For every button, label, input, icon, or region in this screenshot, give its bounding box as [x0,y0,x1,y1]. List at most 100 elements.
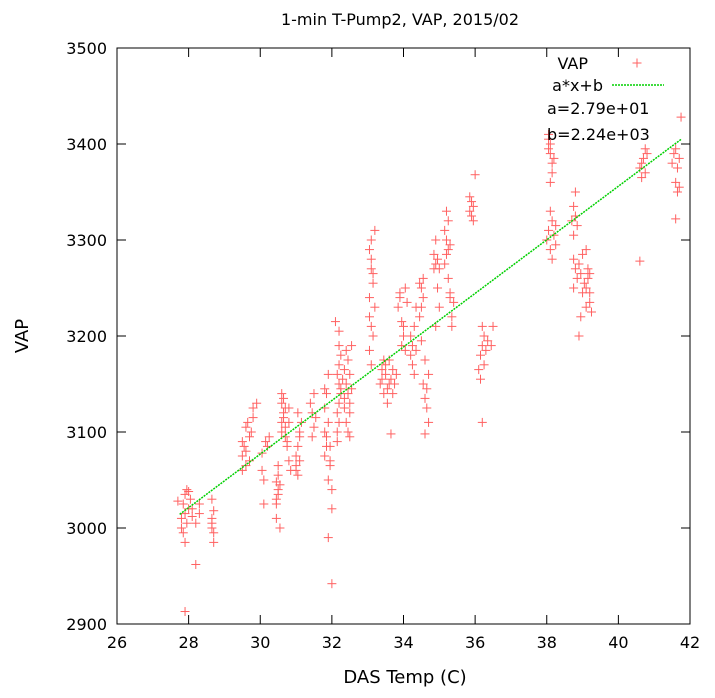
x-tick-label: 38 [537,633,557,652]
data-point [334,398,344,408]
data-point [309,389,319,399]
data-point [672,163,682,173]
data-point [178,528,188,538]
data-point [248,403,258,413]
data-point [386,374,396,384]
data-point [296,417,306,427]
x-axis-title: DAS Temp (C) [343,667,466,688]
data-point [347,341,357,351]
data-point [273,489,283,499]
data-point [379,389,389,399]
data-point [547,158,557,168]
data-point [475,374,485,384]
data-point [377,374,387,384]
data-point [241,422,251,432]
data-point [327,504,337,514]
data-point [366,360,376,370]
data-point [395,288,405,298]
data-point [578,288,588,298]
annotation-a: a=2.79e+01 [547,99,649,118]
data-point [640,144,650,154]
data-point [341,417,351,427]
data-point [433,283,443,293]
data-point [544,144,554,154]
fit-line-group [179,138,682,515]
data-point [336,350,346,360]
data-point [488,321,498,331]
data-point [180,537,190,547]
data-point [185,494,195,504]
data-point [391,369,401,379]
y-tick-label: 3400 [66,135,107,154]
data-point [345,398,355,408]
data-point [339,393,349,403]
data-point [409,369,419,379]
data-point [176,513,186,523]
data-point [339,403,349,413]
data-point [345,408,355,418]
data-point [364,293,374,303]
data-point [368,278,378,288]
data-point [667,158,677,168]
data-point [544,134,554,144]
data-point [545,177,555,187]
data-point [295,456,305,466]
x-tick-label: 42 [680,633,700,652]
data-point [445,288,455,298]
data-point [671,214,681,224]
data-point [248,413,258,423]
data-point [545,206,555,216]
data-point [273,470,283,480]
data-point [320,427,330,437]
data-point [642,149,652,159]
data-point [343,355,353,365]
data-point [669,149,679,159]
data-point [441,235,451,245]
data-point [569,283,579,293]
data-point [581,245,591,255]
data-point [424,369,434,379]
annotation-b: b=2.24e+03 [547,125,650,144]
data-point [570,264,580,274]
data-point [280,432,290,442]
data-point [674,182,684,192]
y-axis-title: VAP [12,319,33,353]
data-point [418,293,428,303]
data-point [322,432,332,442]
data-point [420,429,430,439]
data-point [400,345,410,355]
data-point [245,432,255,442]
data-point [399,321,408,331]
data-point [443,216,453,226]
data-point [411,345,421,355]
x-tick-label: 32 [322,633,342,652]
data-point [635,256,645,266]
data-point [325,461,335,471]
data-point [441,249,451,259]
data-point [305,398,315,408]
data-point [246,427,256,437]
data-point [284,403,294,413]
data-point [441,206,451,216]
data-point [676,112,686,122]
vap-series [173,112,686,617]
data-point [307,432,317,442]
data-point [431,259,441,269]
data-point [279,393,289,403]
data-point [182,485,192,495]
data-point [400,283,410,293]
data-point [366,264,376,274]
data-point [475,350,485,360]
data-point [407,360,417,370]
data-point [237,451,247,461]
data-point [640,168,650,178]
legend: VAP a*x+b a=2.79e+01 b=2.24e+03 [547,54,664,144]
data-point [547,216,557,226]
data-point [671,177,681,187]
data-point [184,487,194,497]
data-point [570,187,580,197]
data-point [293,408,303,418]
data-point [637,173,647,183]
y-tick-label: 3300 [66,231,107,250]
data-point [445,240,455,250]
